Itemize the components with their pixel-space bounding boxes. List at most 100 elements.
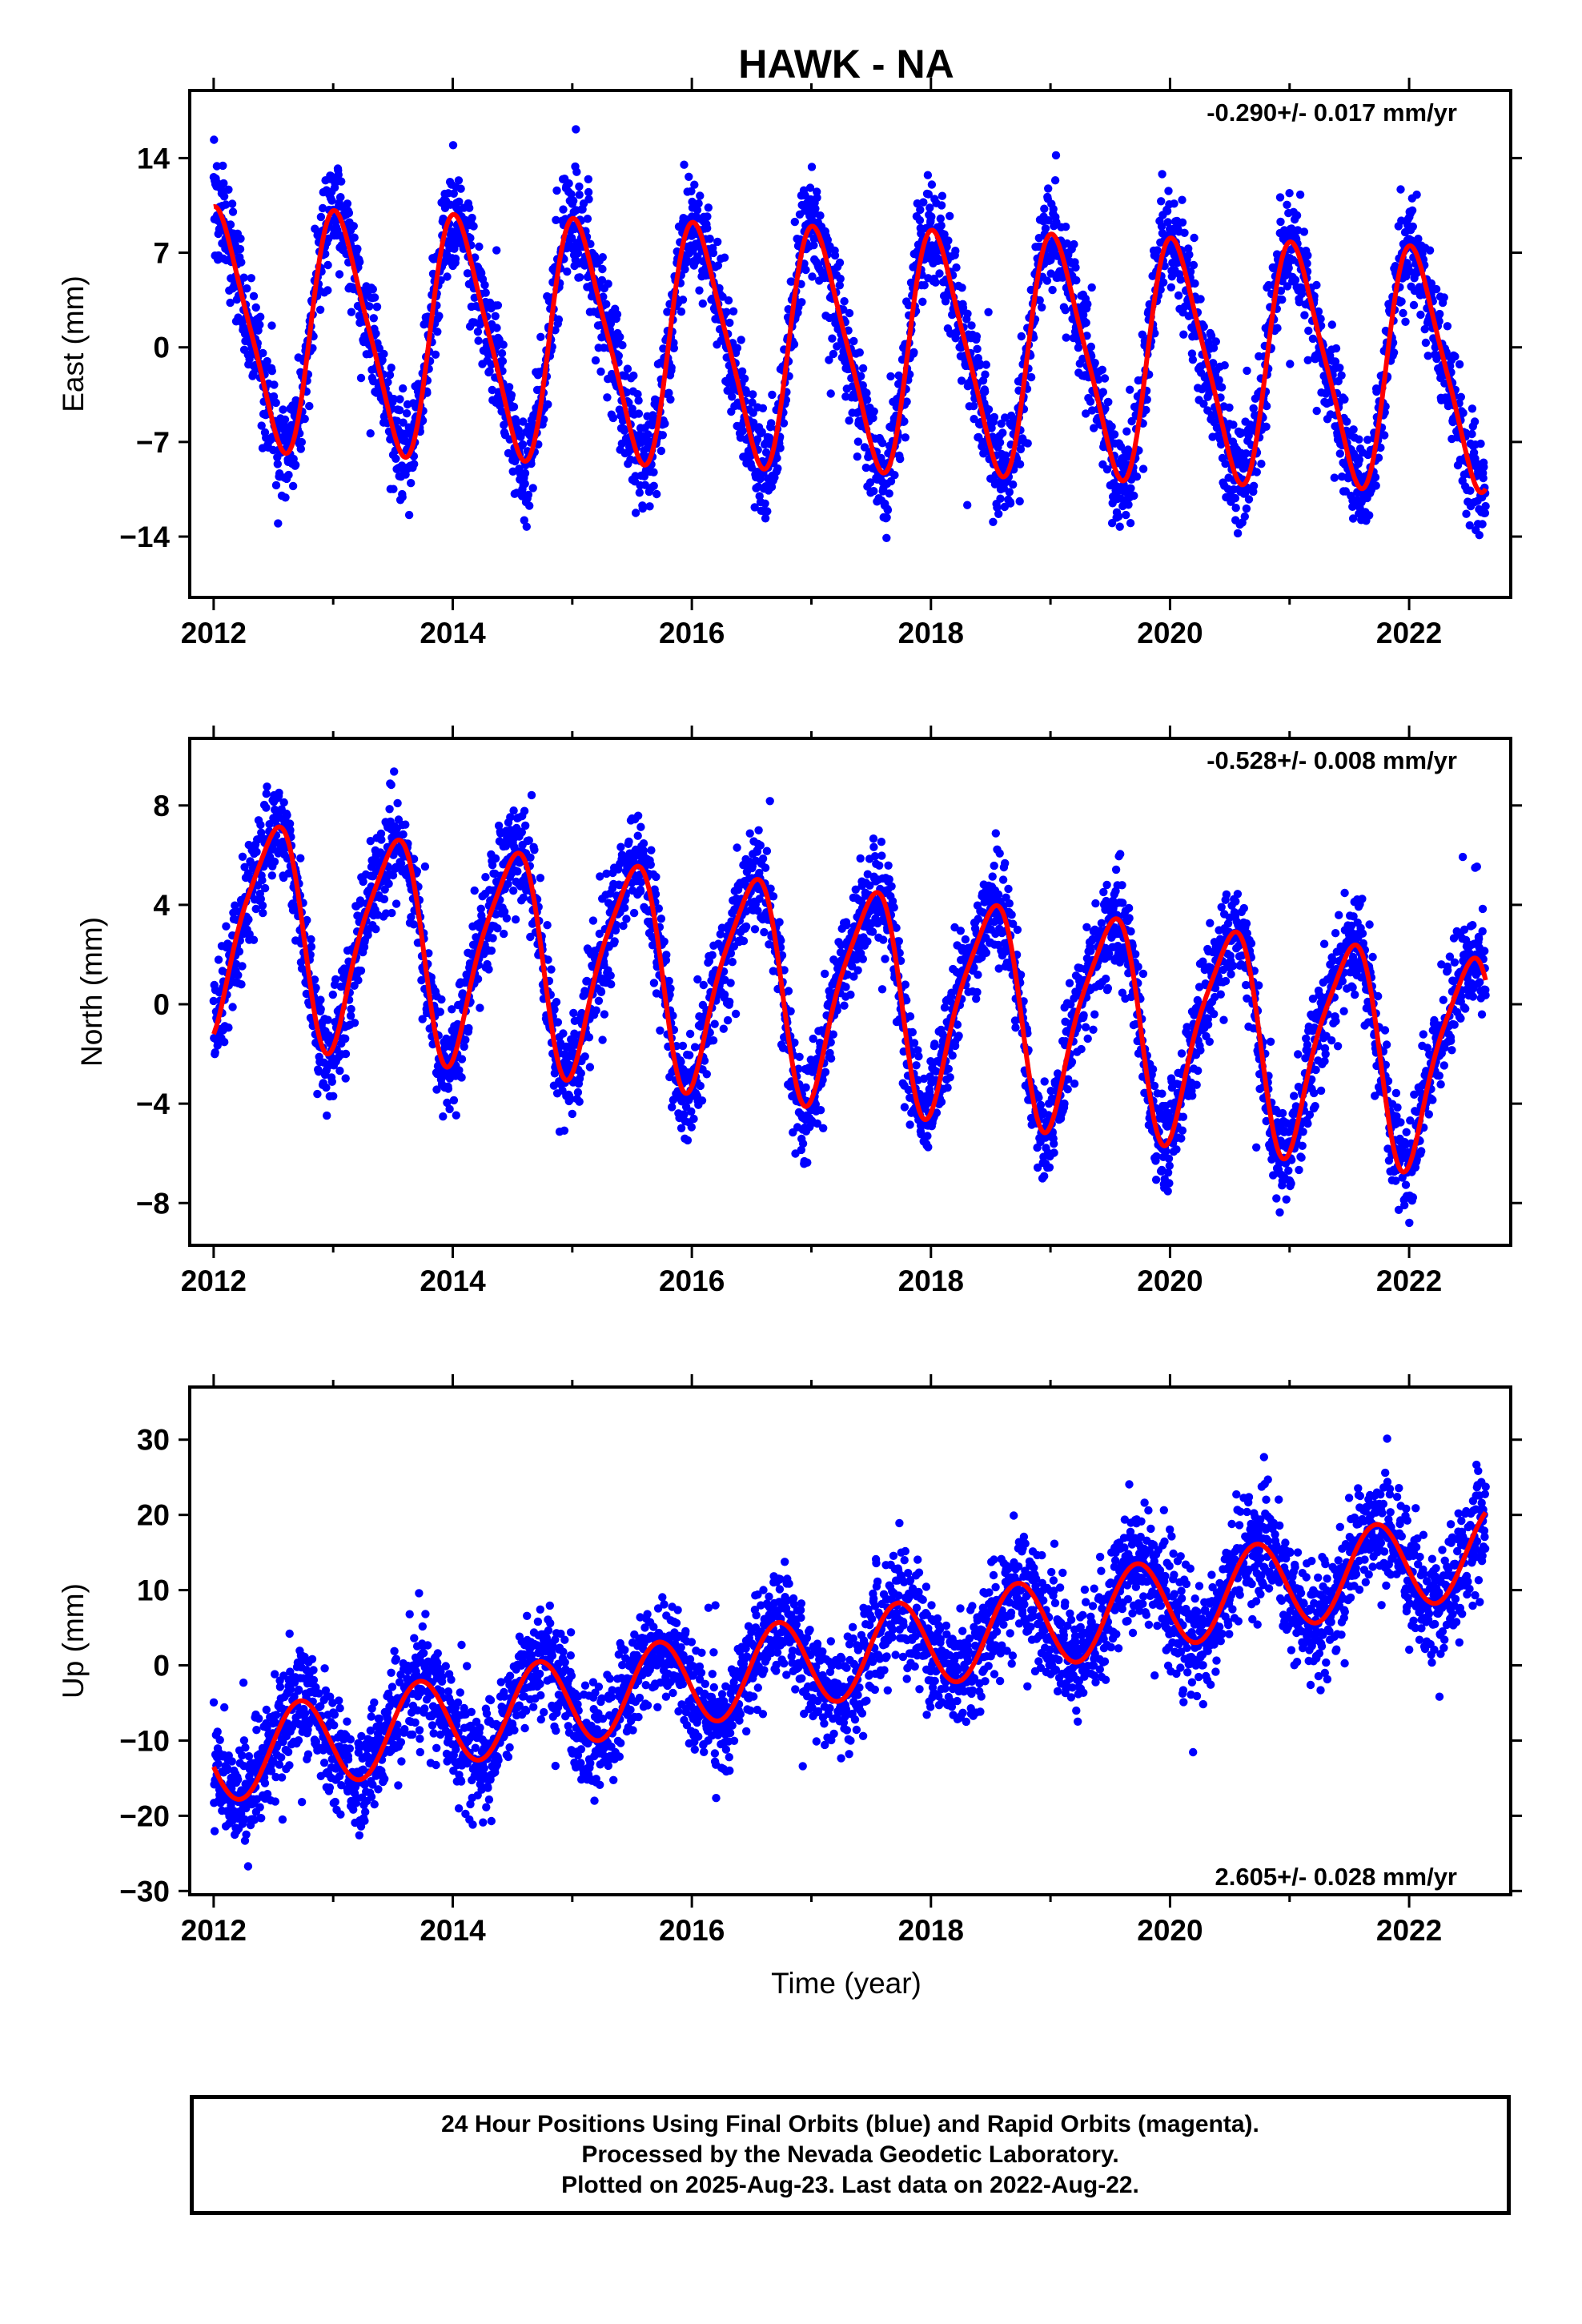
north-observation-point <box>444 1084 453 1093</box>
east-observation-point <box>1061 306 1070 315</box>
east-observation-point <box>263 356 271 366</box>
east-observation-point <box>498 356 508 366</box>
east-observation-point <box>274 519 283 528</box>
east-observation-point <box>1179 330 1188 339</box>
north-observation-point <box>267 871 276 880</box>
north-observation-point <box>527 790 536 800</box>
east-observation-point <box>703 212 712 221</box>
east-observation-point <box>659 344 668 353</box>
east-observation-point <box>845 416 853 425</box>
east-observation-point <box>1481 501 1490 511</box>
east-observation-point <box>1331 357 1340 366</box>
north-observation-point <box>665 976 673 986</box>
east-observation-point <box>396 406 404 415</box>
east-x-tick-label: 2012 <box>181 617 247 649</box>
east-observation-point <box>761 514 770 523</box>
east-observation-point <box>728 392 737 401</box>
east-observation-point <box>480 280 489 290</box>
east-observation-point <box>1062 239 1072 248</box>
east-observation-point <box>776 444 785 452</box>
north-observation-point <box>436 1007 444 1016</box>
east-observation-point <box>288 481 298 491</box>
east-observation-point <box>1316 315 1325 324</box>
east-observation-point <box>797 298 806 307</box>
east-observation-point <box>219 161 227 171</box>
east-observation-point <box>1365 511 1374 520</box>
east-observation-point <box>1286 360 1295 368</box>
east-observation-point <box>1475 531 1484 540</box>
east-observation-point <box>1044 184 1053 193</box>
east-observation-point <box>849 336 858 346</box>
east-observation-point <box>596 367 605 376</box>
east-observation-point <box>688 197 697 207</box>
east-observation-point <box>1114 512 1123 521</box>
north-observation-point <box>313 1089 322 1099</box>
north-observation-point <box>584 1033 594 1042</box>
north-observation-point <box>461 1035 470 1044</box>
east-observation-point <box>984 308 993 316</box>
east-observation-point <box>994 509 1003 518</box>
east-observation-point <box>569 196 578 205</box>
east-observation-point <box>1303 251 1312 260</box>
east-observation-point <box>1016 444 1026 454</box>
east-observation-point <box>1303 259 1311 268</box>
east-observation-point <box>1062 223 1070 231</box>
east-observation-point <box>942 243 951 251</box>
north-observation-point <box>371 925 380 934</box>
east-observation-point <box>713 237 722 247</box>
east-observation-point <box>404 510 414 520</box>
east-observation-point <box>1243 366 1251 376</box>
east-observation-point <box>1110 430 1119 439</box>
north-observation-point <box>660 937 669 947</box>
east-observation-point <box>356 373 366 383</box>
east-observation-point <box>713 261 723 270</box>
east-observation-point <box>567 190 576 199</box>
east-observation-point <box>1166 283 1176 292</box>
east-observation-point <box>1042 276 1052 285</box>
east-observation-point <box>1005 488 1014 497</box>
north-observation-point <box>646 860 655 870</box>
north-observation-point <box>552 998 561 1007</box>
east-observation-point <box>552 215 560 224</box>
east-observation-point <box>1062 333 1070 342</box>
east-observation-point <box>1087 283 1096 292</box>
east-observation-point <box>402 409 412 418</box>
east-observation-point <box>224 185 233 194</box>
east-observation-point <box>773 464 782 473</box>
north-observation-point <box>327 1077 336 1087</box>
east-observation-point <box>1071 263 1080 272</box>
east-velocity-annotation: -0.290+/- 0.017 mm/yr <box>1207 99 1457 127</box>
east-observation-point <box>869 487 878 496</box>
east-observation-point <box>1162 207 1172 215</box>
east-observation-point <box>369 314 378 323</box>
east-observation-point <box>1284 263 1293 272</box>
east-observation-point <box>935 269 944 278</box>
east-observation-point <box>1340 395 1349 404</box>
east-observation-point <box>212 162 222 171</box>
east-observation-point <box>1462 509 1471 518</box>
east-observation-point <box>389 485 398 493</box>
north-observation-point <box>530 846 539 854</box>
east-observation-point <box>920 281 929 290</box>
east-observation-point <box>1220 361 1229 370</box>
east-observation-point <box>1278 296 1287 304</box>
east-observation-point <box>603 393 612 402</box>
east-observation-point <box>997 419 1006 428</box>
east-observation-point <box>698 299 707 308</box>
east-observation-point <box>1231 504 1240 513</box>
east-observation-point <box>941 297 950 306</box>
east-observation-point <box>1157 222 1166 231</box>
east-observation-point <box>1459 408 1468 417</box>
east-observation-point <box>1240 512 1250 521</box>
east-observation-point <box>1231 493 1240 503</box>
east-observation-point <box>638 504 647 513</box>
east-observation-point <box>1104 397 1113 407</box>
east-observation-point <box>758 404 768 412</box>
east-observation-point <box>383 378 392 387</box>
north-observation-point <box>323 1015 332 1024</box>
east-observation-point <box>407 479 416 488</box>
east-observation-point <box>433 328 442 336</box>
north-observation-point <box>387 908 396 918</box>
east-observation-point <box>973 344 982 353</box>
east-observation-point <box>323 286 332 295</box>
